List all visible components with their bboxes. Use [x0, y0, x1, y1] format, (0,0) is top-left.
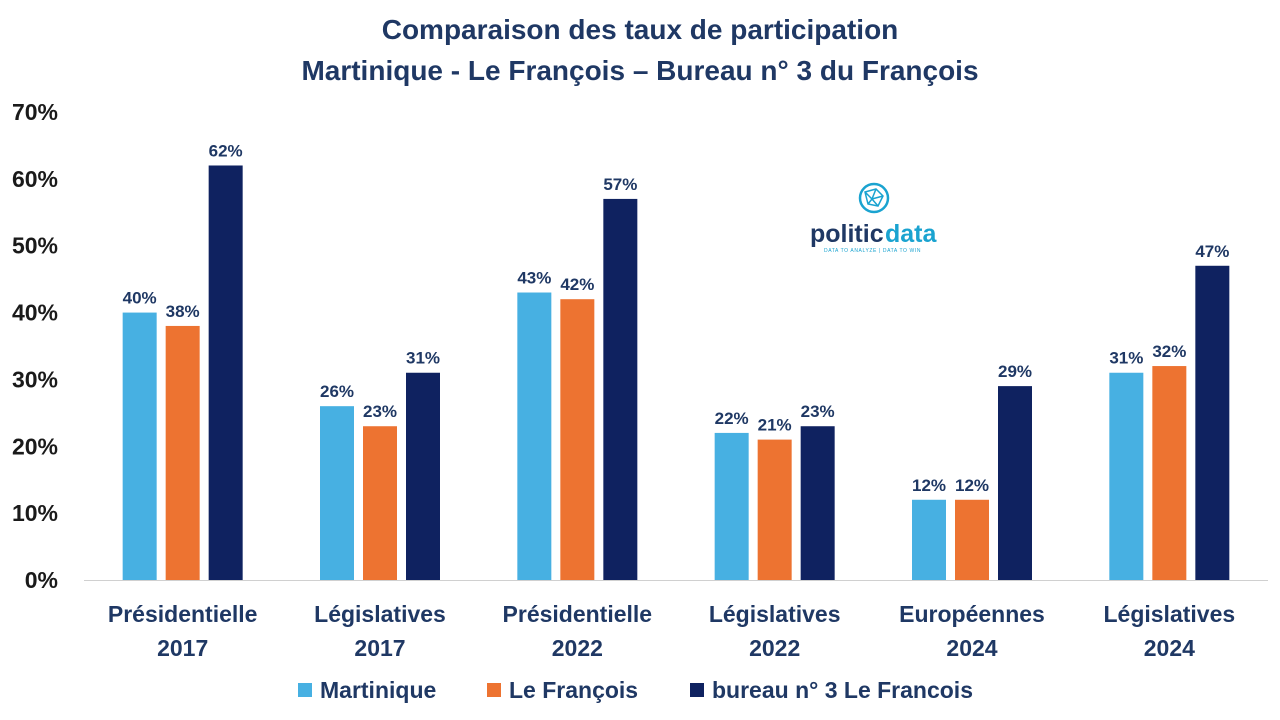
legend-swatch [487, 683, 501, 697]
bars: 40% 38% 62% 26% 23% 31% 43% 42% 57% 22% 21% 23% 12% 1… [122, 141, 1230, 580]
x-tick-label: Européennes [899, 601, 1045, 627]
data-label: 22% [715, 409, 749, 428]
x-tick-label: 2024 [946, 635, 997, 661]
data-label: 62% [209, 141, 243, 160]
y-tick-label: 50% [12, 233, 58, 259]
data-label: 42% [560, 275, 594, 294]
bar [800, 426, 835, 580]
bar [165, 325, 200, 580]
legend-label: Le François [509, 677, 638, 703]
legend-swatch [298, 683, 312, 697]
bar [1109, 372, 1144, 580]
bar [517, 292, 552, 580]
y-tick-label: 0% [25, 567, 58, 593]
bar [603, 198, 638, 580]
politicdata-logo: politic data DATA TO ANALYZE | DATA TO W… [810, 182, 938, 254]
bar [1152, 366, 1187, 580]
data-label: 12% [912, 476, 946, 495]
x-tick-label: 2017 [157, 635, 208, 661]
y-tick-label: 30% [12, 366, 58, 392]
bar [955, 499, 989, 580]
globe-network-icon [858, 182, 890, 214]
chart-subtitle: Martinique - Le François – Bureau n° 3 d… [301, 55, 978, 86]
data-label: 47% [1195, 242, 1229, 261]
logo-tagline: DATA TO ANALYZE | DATA TO WIN [824, 248, 921, 254]
bar [122, 312, 157, 580]
y-tick-label: 10% [12, 500, 58, 526]
bar [363, 426, 397, 580]
data-label: 23% [363, 402, 397, 421]
data-label: 31% [1109, 349, 1143, 368]
data-label: 26% [320, 382, 354, 401]
logo-text-data: data [885, 220, 938, 248]
x-tick-label: 2024 [1144, 635, 1195, 661]
x-tick-label: Législatives [1103, 601, 1235, 627]
chart-title: Comparaison des taux de participation [382, 14, 899, 45]
x-tick-label: 2022 [552, 635, 603, 661]
x-tick-label: Législatives [709, 601, 841, 627]
data-label: 32% [1152, 342, 1186, 361]
x-tick-label: Présidentielle [503, 601, 653, 627]
bar [208, 165, 243, 580]
bar [912, 499, 946, 580]
x-tick-label: Présidentielle [108, 601, 258, 627]
y-tick-label: 20% [12, 433, 58, 459]
legend-label: bureau n° 3 Le Francois [712, 677, 973, 703]
x-axis: Présidentielle 2017 Législatives 2017 Présid… [108, 601, 1235, 661]
data-label: 23% [801, 402, 835, 421]
logo-text-politic: politic [810, 220, 884, 248]
bar [1195, 265, 1230, 580]
data-label: 31% [406, 349, 440, 368]
y-tick-label: 60% [12, 166, 58, 192]
data-label: 29% [998, 362, 1032, 381]
x-tick-label: 2022 [749, 635, 800, 661]
legend: Martinique Le François bureau n° 3 Le Fran… [298, 677, 973, 703]
x-tick-label: 2017 [354, 635, 405, 661]
bar [998, 386, 1032, 580]
bar [406, 372, 440, 580]
bar [757, 439, 792, 580]
y-axis: 0% 10% 20% 30% 40% 50% 60% 70% [12, 99, 58, 593]
bar [560, 299, 595, 580]
data-label: 43% [517, 269, 551, 288]
y-tick-label: 70% [12, 99, 58, 125]
data-label: 38% [166, 302, 200, 321]
data-label: 40% [123, 289, 157, 308]
bar [320, 406, 354, 580]
data-label: 21% [758, 416, 792, 435]
x-tick-label: Législatives [314, 601, 446, 627]
legend-swatch [690, 683, 704, 697]
data-label: 12% [955, 476, 989, 495]
bar [714, 432, 749, 580]
legend-label: Martinique [320, 677, 436, 703]
y-tick-label: 40% [12, 300, 58, 326]
data-label: 57% [603, 175, 637, 194]
